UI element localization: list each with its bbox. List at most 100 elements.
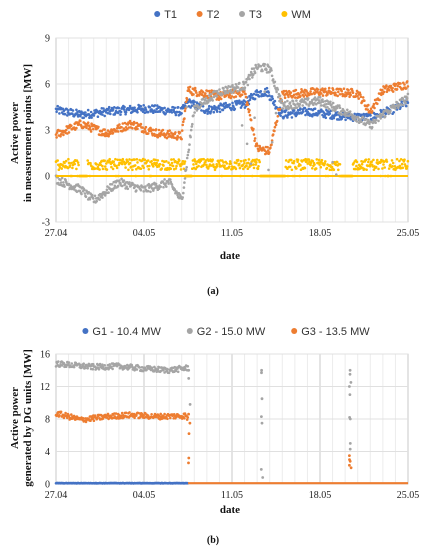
x-tick-label: 18.05: [309, 490, 332, 501]
data-point: [241, 163, 244, 167]
data-point: [103, 114, 106, 118]
data-point: [157, 165, 161, 168]
panel-label-a: (a): [207, 286, 219, 297]
data-point: [268, 94, 271, 97]
data-point: [135, 121, 139, 125]
data-point: [395, 101, 399, 104]
data-point: [135, 189, 138, 192]
data-point: [386, 109, 390, 112]
data-point: [185, 105, 188, 109]
data-point: [120, 411, 124, 415]
data-point: [401, 166, 405, 170]
data-point: [91, 367, 95, 371]
panel-label-b: (b): [207, 535, 219, 546]
data-point: [63, 112, 67, 116]
data-point: [146, 189, 150, 193]
data-point: [370, 110, 374, 113]
data-point: [118, 123, 121, 126]
data-point: [399, 106, 402, 109]
data-point: [71, 112, 74, 115]
data-point: [224, 101, 227, 105]
data-point: [306, 110, 310, 114]
data-point: [357, 97, 361, 100]
data-point: [367, 118, 370, 122]
data-point: [157, 128, 161, 132]
data-point: [154, 182, 158, 186]
data-point: [289, 91, 293, 94]
data-point: [309, 163, 312, 167]
data-point: [270, 95, 274, 98]
data-point: [268, 151, 271, 154]
data-point: [252, 166, 256, 170]
data-point: [310, 92, 314, 96]
data-point: [221, 108, 225, 112]
data-point: [348, 393, 352, 396]
data-point: [68, 164, 72, 167]
data-point: [296, 160, 299, 164]
data-point: [79, 119, 82, 123]
data-point: [351, 91, 355, 94]
data-point: [246, 167, 250, 170]
data-point: [180, 137, 183, 141]
data-point: [394, 82, 398, 86]
data-point: [84, 195, 88, 199]
x-tick-label: 25.05: [397, 490, 420, 501]
data-point: [120, 177, 123, 181]
data-point: [226, 91, 230, 95]
data-point: [187, 456, 191, 460]
data-point: [304, 93, 307, 96]
data-point: [144, 130, 147, 133]
data-point: [349, 466, 353, 470]
data-point: [110, 165, 113, 169]
data-point: [170, 111, 174, 114]
data-point: [170, 108, 173, 112]
data-point: [243, 161, 246, 165]
data-point: [288, 101, 292, 104]
data-point: [406, 96, 409, 100]
x-axis-title-a: date: [220, 250, 240, 262]
data-point: [98, 198, 101, 201]
data-point: [287, 95, 290, 99]
data-point: [180, 129, 184, 132]
data-point: [101, 164, 104, 168]
data-point: [193, 160, 197, 163]
data-point: [124, 110, 128, 114]
data-point: [135, 368, 139, 371]
data-point: [321, 98, 324, 101]
data-point: [175, 110, 179, 114]
data-point: [212, 110, 216, 114]
data-point: [139, 167, 143, 170]
data-point: [385, 84, 388, 87]
data-point: [335, 173, 338, 176]
data-point: [398, 164, 402, 168]
data-point: [239, 159, 243, 163]
data-point: [197, 94, 201, 97]
data-point: [236, 86, 240, 89]
data-point: [92, 363, 95, 366]
data-point: [105, 168, 109, 171]
data-point: [95, 199, 98, 203]
data-point: [348, 454, 351, 457]
data-point: [348, 417, 352, 421]
data-point: [154, 158, 157, 162]
data-point: [348, 368, 352, 372]
data-point: [183, 177, 187, 180]
data-point: [162, 368, 165, 372]
data-point: [211, 99, 214, 102]
data-point: [265, 68, 268, 71]
data-point: [144, 185, 147, 188]
data-point: [300, 98, 304, 101]
data-point: [111, 108, 115, 111]
data-point: [67, 157, 70, 161]
data-point: [256, 167, 260, 171]
data-point: [166, 367, 169, 371]
data-point: [169, 178, 172, 181]
data-point: [149, 190, 152, 194]
data-point: [202, 163, 206, 166]
data-point: [379, 117, 383, 120]
data-point: [273, 103, 276, 107]
data-point: [83, 192, 87, 195]
data-point: [91, 417, 95, 421]
data-point: [348, 110, 352, 113]
data-point: [218, 110, 222, 114]
